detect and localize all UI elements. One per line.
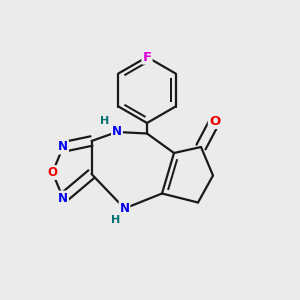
Text: F: F bbox=[142, 50, 152, 64]
Text: H: H bbox=[111, 215, 120, 225]
Text: N: N bbox=[58, 140, 68, 154]
Text: O: O bbox=[47, 166, 58, 179]
Text: N: N bbox=[112, 125, 122, 139]
Text: O: O bbox=[209, 115, 220, 128]
Text: H: H bbox=[100, 116, 109, 126]
Text: N: N bbox=[119, 202, 130, 215]
Text: N: N bbox=[58, 191, 68, 205]
